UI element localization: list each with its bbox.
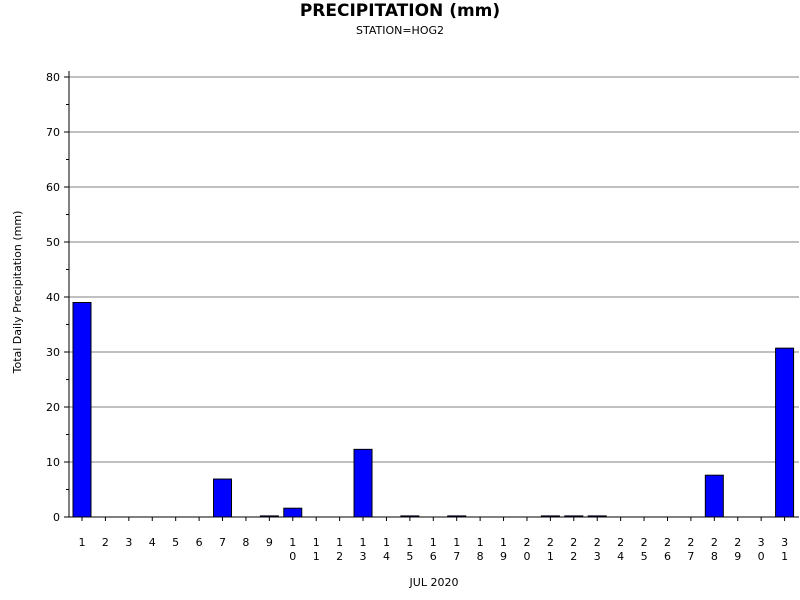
chart-title: PRECIPITATION (mm) <box>299 1 501 21</box>
x-axis-title: JUL 2020 <box>409 576 459 589</box>
x-tick-label: 8 <box>242 536 249 549</box>
bar-day-28 <box>704 474 724 518</box>
x-tick-label: 4 <box>149 536 156 549</box>
y-tick-label: 50 <box>46 236 60 249</box>
y-ticks: 0 10 20 30 40 50 60 70 80 <box>46 71 69 524</box>
y-tick-label: 30 <box>46 346 60 359</box>
axes <box>68 71 799 518</box>
y-axis-title: Total Daily Precipitation (mm) <box>11 211 24 375</box>
x-ticks: 1 2 3 4 5 6 7 8 9 1 01 11 21 31 41 51 61 71 81 92 02 12 22 32 42… <box>79 517 788 563</box>
bar-day-10 <box>283 507 303 518</box>
y-tick-label: 10 <box>46 456 60 469</box>
bar-day-31 <box>775 347 795 518</box>
y-tick-label: 80 <box>46 71 60 84</box>
x-tick-label: 6 <box>196 536 203 549</box>
y-tick-label: 40 <box>46 291 60 304</box>
y-tick-label: 70 <box>46 126 60 139</box>
bars <box>72 302 795 518</box>
bar-day-1 <box>72 302 92 518</box>
y-tick-label: 0 <box>53 511 60 524</box>
chart-subtitle: STATION=HOG2 <box>355 24 445 37</box>
x-tick-label: 1 <box>79 536 86 549</box>
x-tick-label: 7 <box>219 536 226 549</box>
y-tick-label: 60 <box>46 181 60 194</box>
x-tick-label: 5 <box>172 536 179 549</box>
x-tick-label: 9 <box>266 536 273 549</box>
bar-day-13 <box>353 448 373 518</box>
bar-day-7 <box>213 478 233 518</box>
y-tick-label: 20 <box>46 401 60 414</box>
x-tick-label: 2 <box>102 536 109 549</box>
grid-lines <box>69 76 799 463</box>
x-tick-label: 3 <box>125 536 132 549</box>
